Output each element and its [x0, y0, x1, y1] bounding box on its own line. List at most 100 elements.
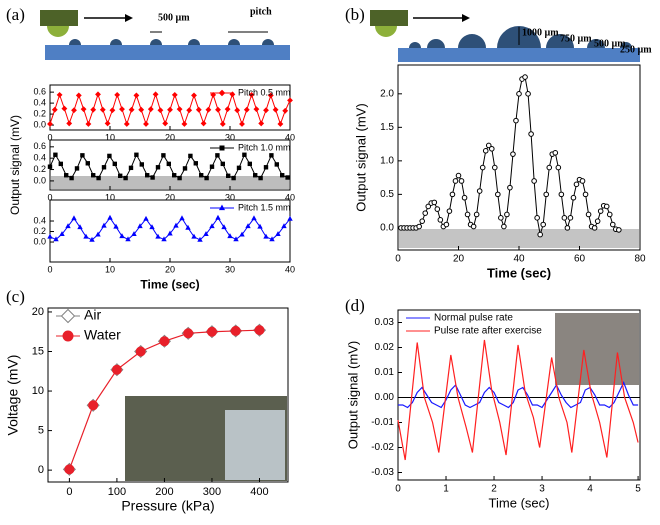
x-axis-label: Pressure (kPa): [121, 498, 214, 514]
marker: [434, 206, 441, 212]
marker: [200, 120, 207, 127]
marker: [585, 211, 592, 218]
marker: [91, 173, 96, 178]
marker: [219, 145, 225, 151]
marker: [507, 184, 513, 191]
x-tick-label: 400: [250, 486, 268, 498]
y-axis-label: Output signal (mV): [345, 341, 360, 449]
marker: [567, 215, 574, 221]
marker: [179, 215, 185, 221]
marker: [171, 91, 178, 98]
marker: [143, 121, 149, 127]
marker: [113, 223, 119, 229]
marker: [53, 236, 59, 242]
marker: [287, 97, 293, 104]
annotation: pitch: [250, 6, 272, 17]
x-tick-label: 20: [165, 192, 175, 202]
x-tick-label: 100: [108, 486, 126, 498]
x-tick-label: 0: [47, 192, 52, 202]
marker: [95, 231, 101, 237]
x-tick-label: 200: [155, 486, 173, 498]
marker: [47, 233, 53, 239]
y-tick-label: 0.4: [33, 215, 46, 225]
y-tick-label: 0: [38, 464, 44, 476]
marker: [218, 204, 226, 211]
x-tick-label: 40: [285, 264, 295, 274]
marker: [485, 142, 492, 149]
x-tick-label: 20: [165, 132, 175, 142]
series-line: [397, 339, 639, 461]
marker: [215, 214, 221, 220]
marker: [534, 215, 540, 221]
marker: [197, 236, 203, 242]
marker: [464, 211, 471, 218]
marker: [606, 211, 613, 218]
marker: [139, 162, 145, 167]
legend-label: Air: [84, 307, 101, 323]
x-tick-label: 0: [47, 264, 52, 274]
marker: [263, 233, 269, 239]
x-tick-label: 60: [574, 254, 586, 265]
x-tick-label: 40: [285, 192, 295, 202]
marker: [111, 364, 122, 375]
x-tick-label: 30: [225, 264, 235, 274]
marker: [101, 165, 107, 170]
marker: [510, 151, 516, 157]
marker: [114, 91, 121, 98]
marker: [138, 106, 145, 113]
y-tick-label: 2.0: [380, 88, 394, 99]
marker: [80, 153, 85, 158]
marker: [185, 224, 191, 230]
marker: [133, 92, 140, 99]
marker: [452, 178, 459, 184]
marker: [210, 91, 217, 98]
y-tick-label: 5: [38, 424, 44, 436]
marker: [263, 107, 269, 114]
marker: [492, 164, 498, 171]
marker: [239, 231, 245, 237]
marker: [609, 221, 616, 228]
marker: [269, 236, 275, 242]
marker: [281, 223, 287, 229]
marker: [251, 215, 257, 221]
y-tick-label: 0.0: [33, 119, 46, 129]
marker: [71, 215, 77, 221]
x-tick-label: 4: [587, 484, 593, 495]
marker: [85, 161, 90, 166]
marker: [64, 464, 75, 475]
marker: [119, 106, 125, 113]
marker: [88, 400, 99, 411]
marker: [131, 231, 137, 237]
marker: [245, 223, 251, 229]
y-tick-label: 0.6: [33, 87, 46, 97]
marker: [558, 191, 565, 198]
marker: [134, 152, 139, 157]
marker: [603, 203, 610, 210]
marker: [525, 91, 531, 97]
marker: [287, 215, 293, 221]
panel-label: (d): [345, 296, 365, 315]
marker: [522, 74, 528, 80]
x-tick-label: 30: [225, 192, 235, 202]
y-tick-label: 0.0: [33, 236, 46, 246]
series-line: [49, 153, 288, 179]
x-axis-label: Time (sec): [487, 265, 551, 280]
annotation: 500 µm: [158, 12, 190, 23]
photo-strip: [51, 176, 289, 189]
marker: [419, 218, 426, 224]
series-line: [398, 380, 639, 409]
x-tick-label: 5: [635, 484, 641, 495]
marker: [253, 173, 258, 178]
marker: [570, 194, 577, 201]
marker: [446, 208, 453, 214]
marker: [109, 107, 116, 114]
panel-label: (c): [6, 287, 25, 306]
marker: [155, 165, 161, 170]
marker: [191, 233, 197, 239]
marker: [137, 223, 143, 229]
panel-label: (b): [345, 5, 365, 24]
marker: [267, 92, 274, 99]
x-axis-label: Time (sec): [140, 277, 199, 291]
marker: [263, 165, 269, 170]
